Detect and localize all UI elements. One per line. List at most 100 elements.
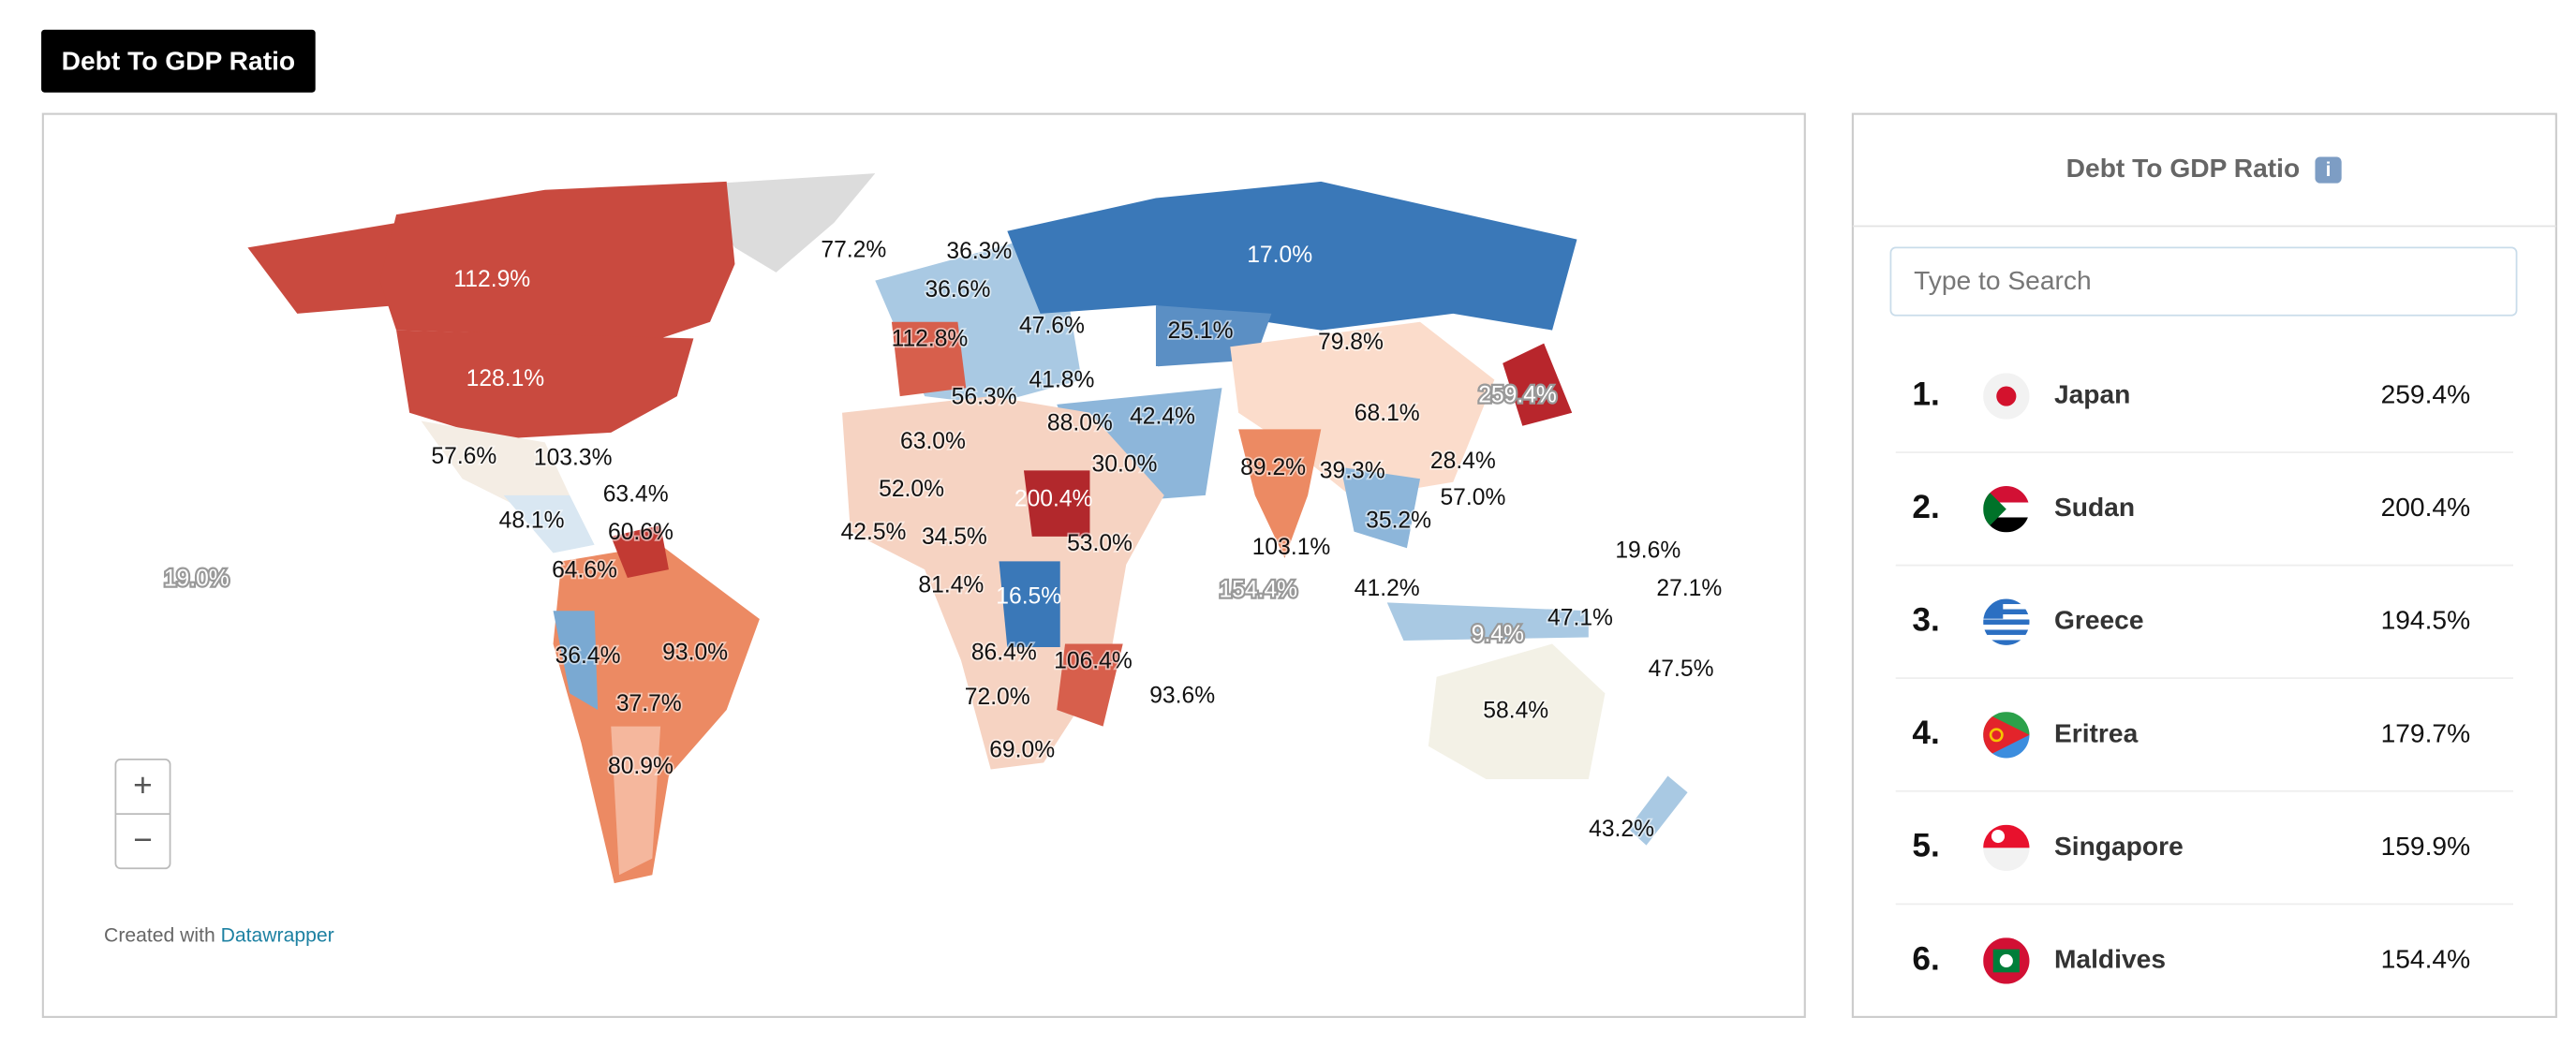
rank: 1.	[1912, 376, 1939, 412]
flag	[1983, 937, 2030, 984]
map-label: 128.1%	[466, 366, 545, 391]
map-label: 93.0%	[662, 641, 728, 666]
map-label: 19.6%	[1615, 538, 1680, 563]
map-label: 41.8%	[1029, 368, 1095, 393]
map-label: 68.1%	[1355, 401, 1420, 426]
country[interactable]	[693, 173, 876, 273]
map-label: 86.4%	[971, 641, 1037, 666]
search-placeholder[interactable]: Type to Search	[1914, 265, 2092, 295]
country[interactable]	[611, 726, 661, 876]
map-label: 72.0%	[965, 685, 1030, 710]
flag-stripe	[1983, 629, 2030, 636]
map-label: 64.6%	[552, 557, 617, 583]
info-icon[interactable]	[2315, 156, 2342, 184]
map-label: 57.0%	[1440, 485, 1505, 510]
country[interactable]	[1057, 643, 1123, 727]
country[interactable]	[611, 524, 669, 578]
map-label: 106.4%	[1054, 648, 1133, 673]
map-label: 63.0%	[900, 429, 966, 454]
country-name: Singapore	[2054, 831, 2184, 861]
rank: 6.	[1912, 940, 1939, 977]
country[interactable]	[379, 181, 735, 339]
country[interactable]	[1230, 321, 1495, 499]
content: Debt To GDP Ratio 112.9% 128.1% 77.2% 36.3%…	[41, 29, 2557, 1018]
country[interactable]	[999, 561, 1060, 648]
map-label: 60.6%	[608, 520, 674, 545]
map-label: 36.6%	[925, 277, 990, 302]
rank: 2.	[1912, 489, 1939, 525]
map-label: 79.8%	[1318, 330, 1384, 355]
country[interactable]	[396, 330, 694, 439]
zoom-out[interactable]: −	[133, 821, 153, 858]
map-label: 93.6%	[1149, 683, 1215, 708]
country[interactable]	[503, 494, 595, 553]
country[interactable]	[1007, 181, 1577, 331]
map-label: 48.1%	[499, 509, 565, 534]
flag-stripe	[1983, 517, 2030, 533]
map-label: 154.4%	[1219, 578, 1297, 603]
country[interactable]	[553, 611, 599, 711]
map-label: 63.4%	[603, 481, 669, 507]
map-label: 77.2%	[821, 237, 886, 262]
map-label: 47.1%	[1547, 606, 1613, 631]
country[interactable]	[247, 222, 397, 314]
map-label: 39.3%	[1320, 459, 1385, 484]
country[interactable]	[1340, 466, 1421, 549]
map-label: 42.5%	[841, 520, 907, 545]
country[interactable]	[1386, 602, 1589, 641]
country-value: 200.4%	[2381, 492, 2471, 522]
country[interactable]	[1428, 643, 1606, 780]
credit: Created with Datawrapper	[104, 924, 334, 946]
country-name: Japan	[2054, 379, 2130, 409]
map-label: 89.2%	[1240, 455, 1306, 480]
map-label: 9.4%	[1472, 622, 1524, 647]
country[interactable]	[891, 321, 967, 397]
flag	[1983, 485, 2030, 533]
country-value: 194.5%	[2381, 605, 2471, 635]
credit-link[interactable]: Datawrapper	[221, 924, 334, 946]
map-label: 112.9%	[453, 267, 530, 292]
country-name: Maldives	[2054, 943, 2166, 973]
map-labels: 112.9% 128.1% 77.2% 36.3% 36.6% 17.0% 47.6% 25.…	[162, 236, 1725, 844]
country[interactable]	[421, 420, 570, 504]
map-label: 53.0%	[1067, 531, 1133, 556]
map-label: 37.7%	[616, 691, 682, 716]
map-label: 41.2%	[1355, 576, 1420, 601]
search-input[interactable]	[1889, 246, 2518, 317]
rank: 4.	[1912, 715, 1939, 751]
title-button-text[interactable]: Debt To GDP Ratio	[62, 45, 296, 75]
country-value: 259.4%	[2381, 379, 2471, 409]
map-label: 11.1%	[1139, 362, 1203, 388]
country[interactable]	[1023, 470, 1090, 537]
flag-moon	[1991, 829, 2006, 844]
country[interactable]	[1238, 429, 1322, 558]
map-label: 88.0%	[1047, 411, 1113, 436]
map-label: 103.1%	[1252, 535, 1331, 560]
map-label: 57.6%	[431, 444, 496, 469]
map-label: 81.4%	[918, 572, 984, 597]
country[interactable]	[1628, 775, 1688, 846]
flag-stripe	[1983, 634, 2030, 641]
country[interactable]	[1503, 343, 1573, 426]
flag-moon	[1999, 953, 2013, 968]
map-label: 35.2%	[1366, 509, 1431, 534]
flag	[1983, 824, 2030, 872]
map-label: 28.4%	[1430, 449, 1496, 474]
map-label: 36.3%	[946, 239, 1012, 264]
zoom-in[interactable]: +	[133, 767, 153, 804]
country-name: Greece	[2054, 605, 2144, 635]
map-label: 19.0%	[164, 566, 229, 591]
country-value: 179.7%	[2381, 717, 2471, 747]
info-icon-glyph[interactable]: i	[2326, 159, 2332, 181]
country-name: Eritrea	[2054, 717, 2139, 747]
map-label: 47.5%	[1649, 656, 1714, 682]
ranking-title: Debt To GDP Ratio	[2066, 153, 2301, 183]
flag-triangle	[1983, 712, 2030, 759]
title-button[interactable]	[41, 29, 316, 93]
flag	[1983, 712, 2030, 759]
rank: 5.	[1912, 828, 1939, 864]
flag-disc	[1996, 386, 2017, 406]
country[interactable]	[553, 544, 760, 884]
flag-stripe	[1983, 609, 2030, 615]
